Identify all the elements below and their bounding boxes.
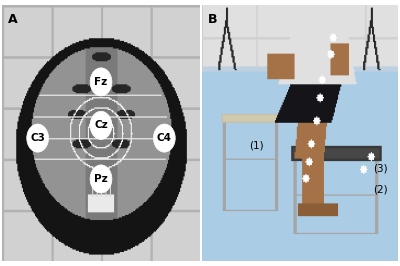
Circle shape xyxy=(90,68,112,96)
Text: C4: C4 xyxy=(157,133,172,143)
Text: (1): (1) xyxy=(250,141,264,151)
Circle shape xyxy=(90,165,112,193)
Text: Pz: Pz xyxy=(94,174,108,184)
Text: (3): (3) xyxy=(373,164,388,174)
Circle shape xyxy=(154,124,175,152)
Text: (2): (2) xyxy=(373,184,388,194)
Text: A: A xyxy=(8,13,18,26)
Text: Fz: Fz xyxy=(94,77,108,87)
Circle shape xyxy=(90,111,112,139)
Text: Cz: Cz xyxy=(94,120,108,130)
Text: C3: C3 xyxy=(30,133,45,143)
Text: B: B xyxy=(208,13,217,26)
Circle shape xyxy=(27,124,48,152)
